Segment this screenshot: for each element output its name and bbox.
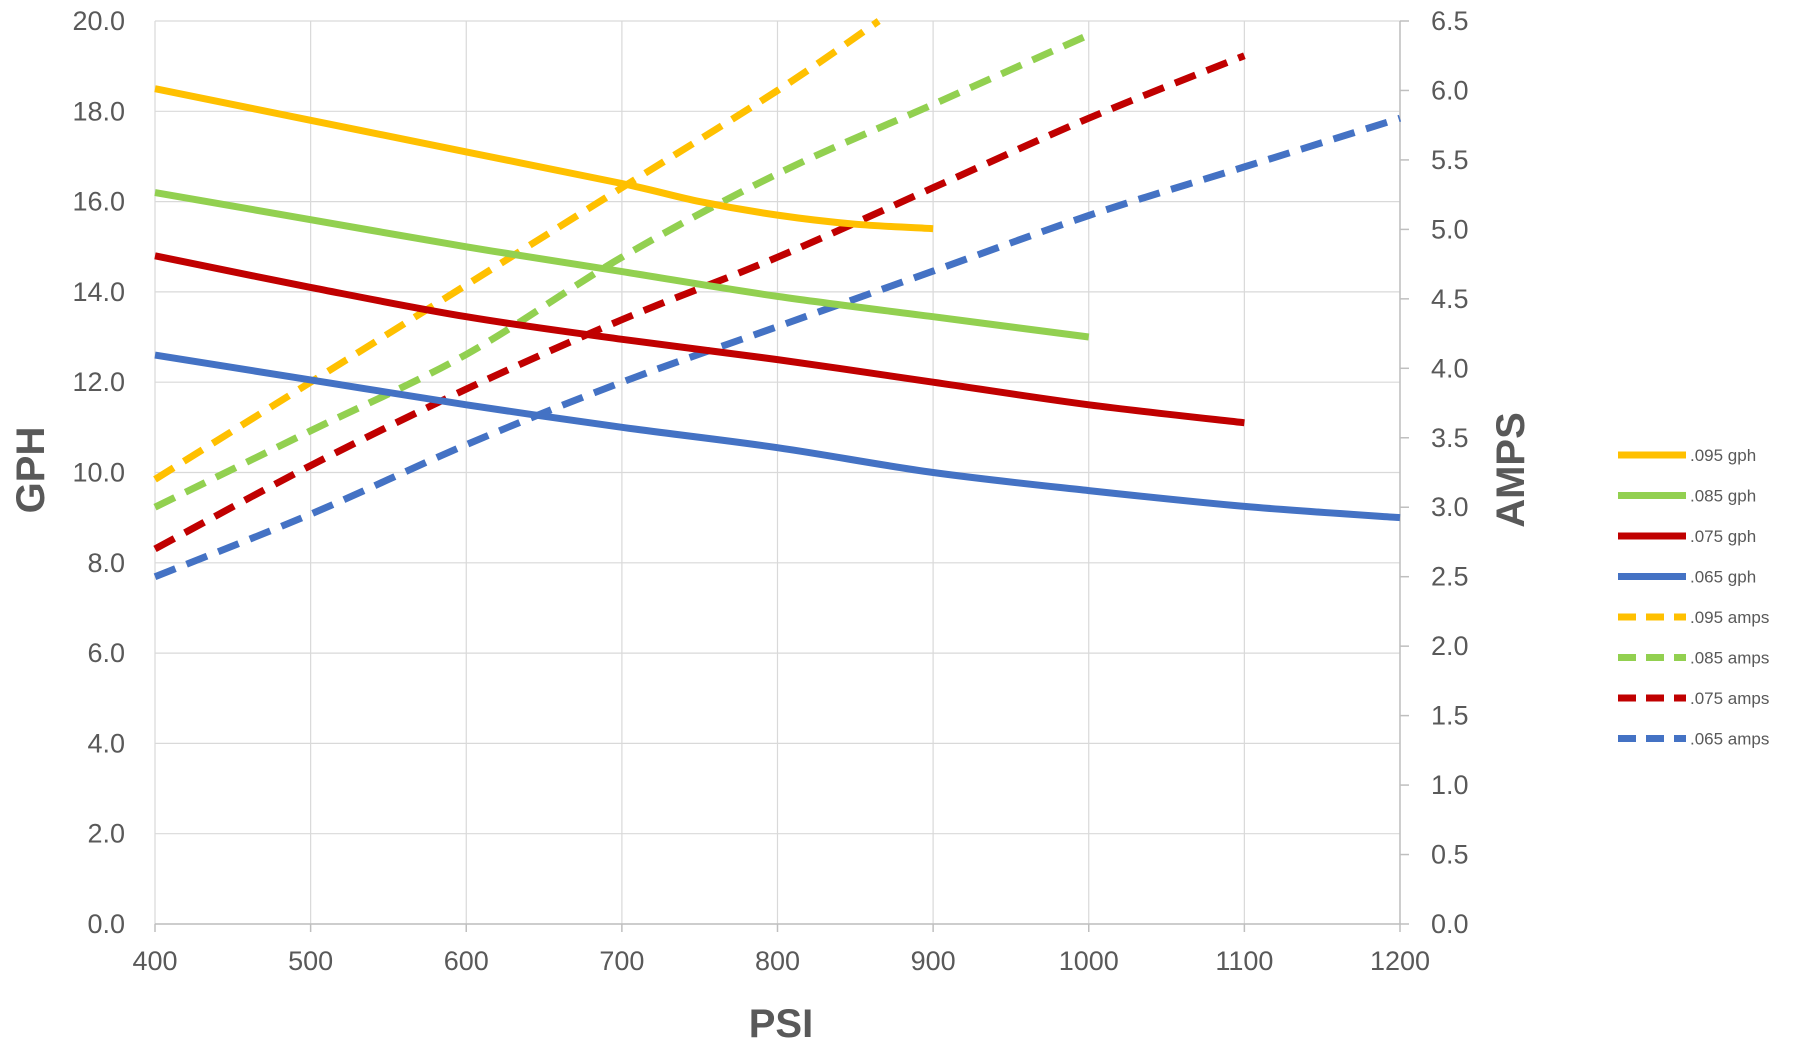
y2-axis-title: AMPS [1489, 412, 1533, 528]
series-line-095-amps [153, 18, 881, 483]
legend-label: .095 gph [1690, 446, 1756, 465]
y-tick-label: 4.0 [87, 728, 125, 758]
series-line-065-amps [153, 114, 1402, 580]
y-tick-label: 16.0 [72, 187, 125, 217]
series-line-075-amps [153, 52, 1246, 552]
y2-tick-label: 6.5 [1431, 6, 1469, 36]
y-tick-label: 6.0 [87, 638, 125, 668]
axes: 400 500 600 700 800 900 1000 1100 12000.02.04.06… [72, 6, 1468, 976]
series-line-085-gph [154, 189, 1090, 341]
y2-tick-label: 5.0 [1431, 214, 1469, 244]
legend-label: .085 gph [1690, 487, 1756, 506]
y-tick-label: 18.0 [72, 96, 125, 126]
legend-label: .085 amps [1690, 649, 1769, 668]
legend-label: .095 amps [1690, 608, 1769, 627]
x-tick-label: 900 [911, 946, 956, 976]
y2-tick-label: 0.0 [1431, 909, 1469, 939]
x-tick-label: 1200 [1370, 946, 1430, 976]
series-line-075-gph [154, 252, 1245, 427]
y2-tick-label: 3.0 [1431, 492, 1469, 522]
y2-tick-label: 3.5 [1431, 423, 1469, 453]
y2-tick-label: 1.5 [1431, 701, 1469, 731]
y2-tick-label: 2.5 [1431, 562, 1469, 592]
x-tick-label: 700 [599, 946, 644, 976]
y2-tick-label: 2.0 [1431, 631, 1469, 661]
x-tick-label: 1100 [1215, 946, 1273, 976]
legend: .095 gph .085 gph .075 gph .065 gph .095 amp… [1618, 446, 1769, 749]
y-tick-label: 8.0 [87, 548, 125, 578]
y-tick-label: 10.0 [72, 458, 125, 488]
y2-tick-label: 5.5 [1431, 145, 1469, 175]
y2-tick-label: 4.5 [1431, 284, 1469, 314]
series-lines [153, 18, 1402, 580]
y-tick-label: 12.0 [72, 367, 125, 397]
x-tick-label: 600 [444, 946, 489, 976]
y2-tick-label: 4.0 [1431, 353, 1469, 383]
y-tick-label: 0.0 [87, 909, 125, 939]
legend-label: .065 gph [1690, 568, 1756, 587]
gridlines [154, 20, 1401, 925]
x-axis-title: PSI [749, 1002, 813, 1045]
x-tick-label: 500 [288, 946, 333, 976]
y2-tick-label: 6.0 [1431, 75, 1469, 105]
series-line-085-amps [153, 31, 1091, 511]
x-tick-label: 800 [755, 946, 800, 976]
y-axis-title: GPH [9, 427, 53, 514]
series-line-095-gph [154, 85, 934, 233]
y-tick-label: 20.0 [72, 6, 125, 36]
legend-label: .065 amps [1690, 730, 1769, 749]
x-tick-label: 1000 [1059, 946, 1119, 976]
y-tick-label: 2.0 [87, 819, 125, 849]
y2-tick-label: 0.5 [1431, 840, 1469, 870]
y-tick-label: 14.0 [72, 277, 125, 307]
x-tick-label: 400 [132, 946, 177, 976]
y2-tick-label: 1.0 [1431, 770, 1469, 800]
series-line-065-gph [154, 351, 1401, 522]
legend-label: .075 gph [1690, 527, 1756, 546]
legend-label: .075 amps [1690, 689, 1769, 708]
